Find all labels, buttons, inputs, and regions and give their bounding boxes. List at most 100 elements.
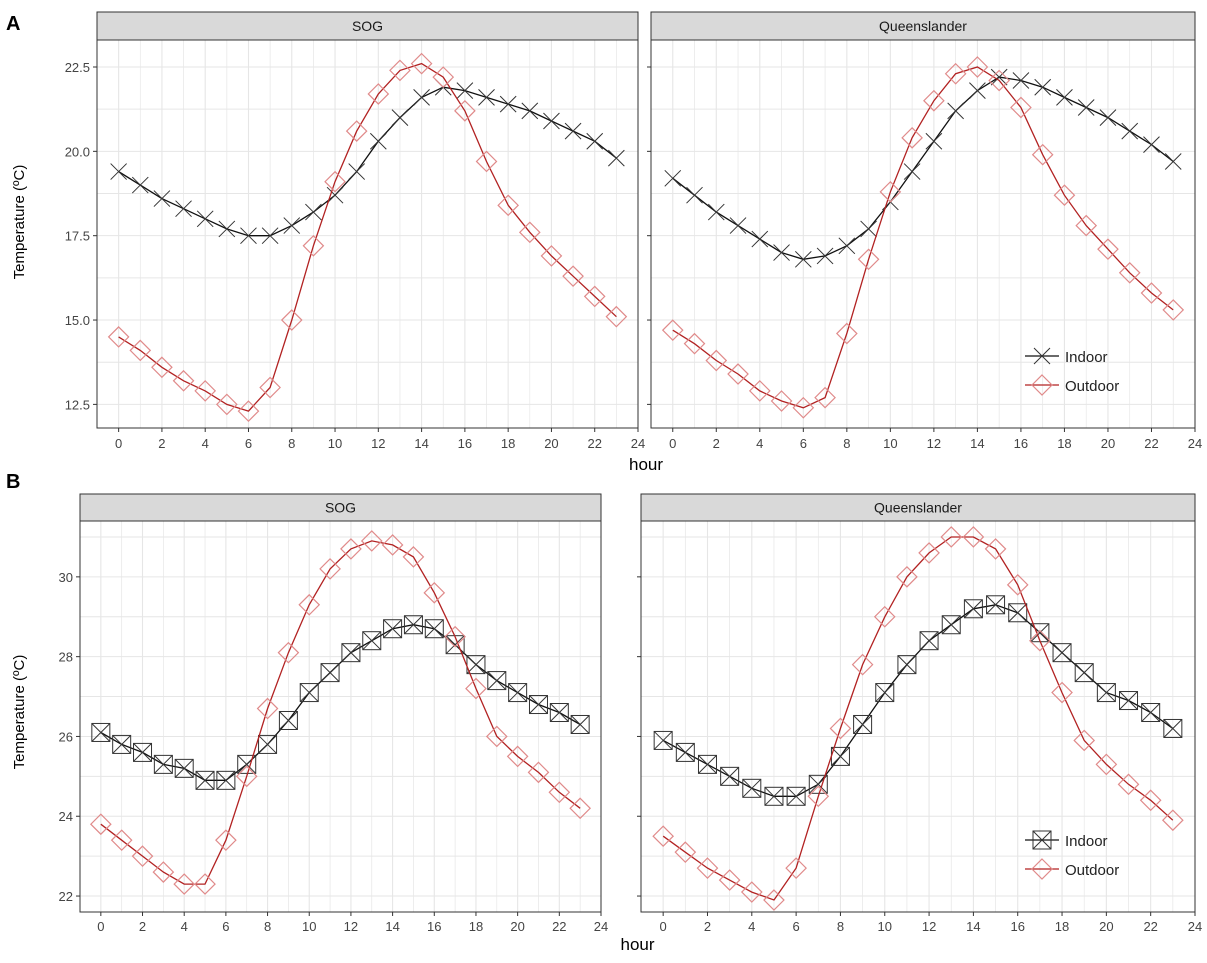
data-point-indoor: [456, 82, 474, 99]
data-point-indoor: [110, 163, 127, 180]
data-point-indoor: [1034, 78, 1052, 96]
data-point-outdoor: [340, 538, 362, 560]
data-point-indoor: [153, 754, 173, 774]
marker-box: [675, 742, 695, 762]
marker-box: [1119, 691, 1139, 711]
data-point-indoor: [91, 722, 111, 742]
data-point-outdoor: [277, 641, 300, 664]
marker-box: [153, 754, 173, 774]
data-point-indoor: [853, 714, 873, 734]
data-point-outdoor: [410, 52, 433, 75]
marker-cross: [1008, 603, 1028, 623]
marker-cross: [986, 595, 1005, 615]
marker-box: [237, 754, 257, 774]
data-point-outdoor: [367, 83, 390, 105]
marker-box: [528, 695, 548, 715]
series-outdoor: [89, 530, 592, 895]
data-point-outdoor: [835, 322, 858, 345]
marker-cross: [964, 599, 983, 619]
data-point-outdoor: [674, 841, 697, 864]
marker-cross: [549, 703, 569, 722]
data-point-outdoor: [1006, 573, 1029, 596]
series-indoor: [110, 78, 625, 245]
gridlines: [79, 521, 602, 912]
data-point-outdoor: [683, 332, 706, 355]
data-point-outdoor: [718, 869, 741, 891]
x-tick-label: 16: [1010, 919, 1024, 934]
marker-cross: [487, 671, 507, 690]
data-point-outdoor: [740, 881, 763, 903]
data-point-indoor: [963, 599, 983, 619]
data-point-indoor: [261, 227, 279, 245]
x-tick-label: 12: [922, 919, 936, 934]
data-point-indoor: [773, 244, 790, 261]
data-point-indoor: [838, 237, 856, 255]
data-point-indoor: [1119, 691, 1139, 711]
data-point-outdoor: [1053, 184, 1076, 207]
marker-box: [195, 770, 215, 790]
data-point-outdoor: [770, 390, 793, 412]
data-point-indoor: [875, 683, 895, 703]
series-indoor: [664, 68, 1182, 268]
data-point-outdoor: [432, 66, 455, 88]
series-outdoor: [661, 56, 1185, 419]
marker-box: [697, 754, 717, 774]
x-tick-label: 12: [927, 436, 941, 451]
legend-key-indoor-box: [1032, 830, 1052, 850]
x-tick-label: 16: [1014, 436, 1028, 451]
x-tick-label: 16: [427, 919, 441, 934]
data-point-indoor: [369, 132, 387, 150]
y-tick-label: 15.0: [65, 313, 90, 328]
x-tick-label: 22: [1143, 919, 1157, 934]
x-tick-label: 10: [878, 919, 892, 934]
data-point-indoor: [543, 112, 560, 130]
data-point-outdoor: [110, 829, 133, 852]
panel-border: [650, 39, 1196, 429]
marker-cross: [174, 759, 194, 778]
data-point-indoor: [986, 595, 1006, 615]
data-point-indoor: [786, 786, 806, 806]
x-tick-label: 24: [631, 436, 645, 451]
marker-cross: [853, 715, 872, 734]
marker-cross: [897, 655, 917, 674]
y-tick-label: 30: [59, 570, 73, 585]
y-tick-label: 26: [59, 729, 73, 744]
data-point-outdoor: [923, 89, 945, 112]
data-point-outdoor: [280, 309, 303, 331]
data-point-indoor: [751, 230, 769, 248]
marker-box: [1074, 663, 1094, 683]
legend-key-indoor-cross: [1032, 830, 1052, 850]
data-point-outdoor: [259, 376, 281, 399]
data-point-outdoor: [475, 150, 498, 173]
data-point-outdoor: [727, 363, 749, 385]
data-point-outdoor: [324, 170, 346, 193]
x-tick-label: 8: [264, 919, 271, 934]
marker-box: [1008, 603, 1028, 623]
data-point-outdoor: [540, 245, 563, 267]
panel-border: [96, 39, 639, 429]
data-point-outdoor: [256, 697, 279, 720]
marker-box: [720, 766, 740, 786]
x-tick-label: 8: [837, 919, 844, 934]
marker-cross: [919, 631, 939, 651]
marker-cross: [112, 735, 132, 754]
data-point-indoor: [720, 766, 740, 786]
x-tick-label: 10: [328, 436, 342, 451]
marker-cross: [764, 786, 784, 806]
data-point-outdoor: [298, 593, 321, 616]
series-outdoor: [107, 52, 628, 422]
data-point-outdoor: [172, 369, 195, 392]
data-point-indoor: [897, 655, 917, 675]
x-tick-label: 16: [458, 436, 472, 451]
y-tick-label: 28: [59, 650, 73, 665]
y-tick-label: 22.5: [65, 60, 90, 75]
marker-box: [258, 734, 278, 754]
data-point-outdoor: [851, 653, 874, 676]
data-point-outdoor: [807, 785, 830, 808]
series-line-indoor: [118, 86, 617, 237]
marker-cross: [341, 643, 361, 663]
marker-box: [570, 714, 590, 734]
marker-cross: [742, 778, 762, 798]
data-point-outdoor: [966, 56, 989, 78]
